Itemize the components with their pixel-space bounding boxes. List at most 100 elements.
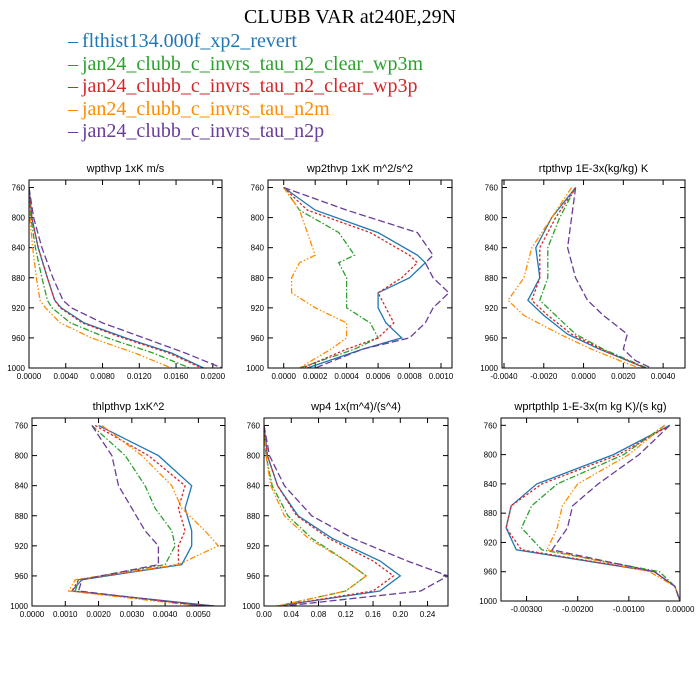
x-tick-label: 0.0002 (303, 372, 328, 381)
plot-frame (500, 417, 681, 602)
x-tick-label: 0.0160 (164, 372, 189, 381)
y-tick-label: 1000 (246, 364, 264, 373)
legend-dash: – (68, 52, 78, 75)
series-line (264, 425, 448, 606)
series-line (505, 424, 680, 601)
y-tick-label: 760 (12, 184, 26, 193)
panel-title: thlpthvp 1xK^2 (93, 401, 165, 413)
figure-title: CLUBB VAR at240E,29N (243, 6, 457, 28)
legend-label: jan24_clubb_c_invrs_tau_n2_clear_wp3p (82, 75, 418, 97)
x-tick-label: 0.0004 (334, 372, 359, 381)
series-line (77, 425, 206, 606)
series-line (283, 186, 450, 368)
series-line (539, 187, 648, 368)
x-tick-label: 0.00000 (666, 605, 695, 614)
y-tick-label: 920 (247, 542, 261, 551)
x-tick-label: 0.0040 (153, 610, 178, 619)
panel-title: wprtpthlp 1-E-3x(m kg K)/(s kg) (513, 401, 666, 413)
panel-title: rtpthvp 1E-3x(kg/kg) K (539, 163, 649, 175)
series-line (29, 187, 172, 368)
legend-entry: – jan24_clubb_c_invrs_tau_n2_clear_wp3p (68, 75, 423, 98)
x-tick-label: -0.00300 (511, 605, 543, 614)
x-tick-label: 0.0080 (90, 372, 115, 381)
x-tick-label: -0.00200 (562, 605, 594, 614)
x-tick-label: 0.0006 (366, 372, 391, 381)
series-line (29, 187, 222, 368)
series-line (70, 424, 216, 606)
x-tick-label: 0.04 (283, 610, 299, 619)
panel-title: wp2thvp 1xK m^2/s^2 (306, 163, 413, 175)
series-line (29, 187, 203, 368)
y-tick-label: 960 (484, 568, 498, 577)
series-line (520, 424, 680, 601)
x-tick-label: 0.0000 (20, 610, 45, 619)
panel-title: wpthvp 1xK m/s (86, 163, 165, 175)
y-tick-label: 1000 (480, 364, 498, 373)
legend-dash: – (68, 120, 78, 142)
y-tick-label: 800 (485, 214, 499, 223)
panel: wp4 1x(m^4)/(s^4)76080084088092096010000… (242, 401, 449, 619)
x-tick-label: 0.00 (256, 610, 272, 619)
x-tick-label: -0.0040 (490, 372, 518, 381)
x-tick-label: -0.00100 (613, 605, 645, 614)
y-tick-label: 920 (15, 542, 29, 551)
y-tick-label: 880 (485, 274, 499, 283)
y-tick-label: 840 (247, 482, 261, 491)
legend: – flthist134.000f_xp2_revert – jan24_clubb… (68, 30, 423, 143)
y-tick-label: 800 (15, 452, 29, 461)
y-tick-label: 880 (15, 512, 29, 521)
legend-entry: – jan24_clubb_c_invrs_tau_n2_clear_wp3m (68, 53, 423, 76)
y-tick-label: 880 (484, 509, 498, 518)
y-tick-label: 840 (485, 244, 499, 253)
panel: wprtpthlp 1-E-3x(m kg K)/(s kg) 760 800 840… (479, 401, 695, 614)
y-tick-label: 960 (15, 572, 29, 581)
y-tick-label: 920 (485, 304, 499, 313)
series-line (566, 187, 652, 368)
y-tick-label: 960 (251, 334, 265, 343)
y-tick-label: 1000 (242, 602, 260, 611)
plot-frame (31, 417, 226, 607)
series-line (507, 187, 640, 368)
x-tick-label: 0.0008 (397, 372, 422, 381)
x-tick-label: 0.0200 (201, 372, 226, 381)
panel: wpthvp 1xK m/s76080084088092096010000.00… (7, 163, 225, 381)
panel: rtpthvp 1E-3x(kg/kg) K 760 800 840 880 920 960… (480, 163, 686, 381)
plot-frame (267, 179, 453, 369)
x-tick-label: 0.0020 (86, 610, 111, 619)
y-tick-label: 760 (247, 422, 261, 431)
y-tick-label: 840 (15, 482, 29, 491)
x-tick-label: 0.24 (420, 610, 436, 619)
series-line (264, 425, 395, 606)
x-tick-label: 0.0000 (17, 372, 42, 381)
legend-entry: – jan24_clubb_c_invrs_tau_n2m (68, 98, 423, 121)
y-tick-label: 760 (15, 422, 29, 431)
series-line (67, 424, 220, 606)
x-tick-label: 0.0040 (651, 372, 676, 381)
series-line (70, 424, 212, 606)
legend-label: jan24_clubb_c_invrs_tau_n2_clear_wp3m (82, 52, 424, 75)
series-line (283, 187, 379, 368)
plot-frame (501, 179, 686, 369)
y-tick-label: 1000 (10, 602, 28, 611)
series-line (264, 425, 368, 606)
plot-frame (28, 179, 223, 369)
x-tick-label: 0.0000 (271, 372, 296, 381)
x-tick-label: -0.0020 (530, 372, 558, 381)
legend-dash: – (68, 75, 78, 97)
y-tick-label: 760 (484, 421, 498, 430)
x-tick-label: 0.0050 (186, 610, 211, 619)
y-tick-label: 840 (251, 244, 265, 253)
series-line (264, 425, 368, 606)
series-line (283, 187, 419, 368)
x-tick-label: 0.0020 (611, 372, 636, 381)
legend-label: flthist134.000f_xp2_revert (82, 30, 297, 52)
y-tick-label: 1000 (7, 364, 25, 373)
series-line (283, 186, 427, 368)
x-tick-label: 0.0000 (571, 372, 596, 381)
series-line (527, 187, 646, 368)
y-tick-label: 880 (251, 274, 265, 283)
x-tick-label: 0.16 (365, 610, 381, 619)
y-tick-label: 920 (251, 304, 265, 313)
panel: wp2thvp 1xK m^2/s^2 760 800 840 880 920 960 100… (246, 163, 454, 381)
y-tick-label: 800 (12, 214, 26, 223)
